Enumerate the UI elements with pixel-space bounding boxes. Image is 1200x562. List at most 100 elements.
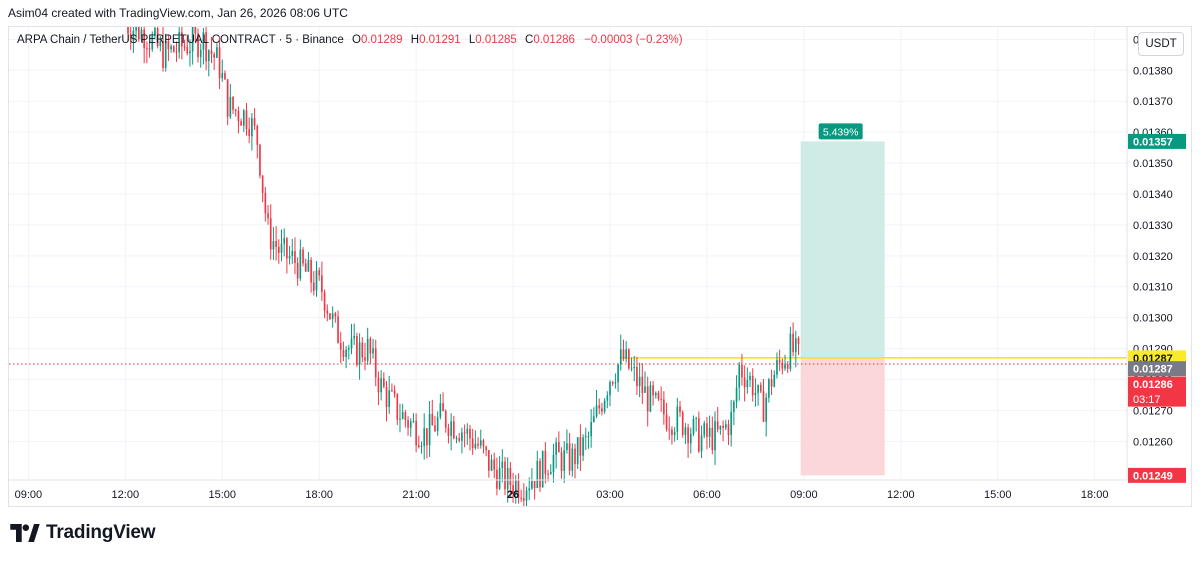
price-tag[interactable] bbox=[1128, 361, 1186, 377]
candle-body bbox=[730, 411, 733, 436]
price-tag[interactable] bbox=[1128, 467, 1186, 483]
candle-body bbox=[374, 348, 377, 378]
candle-body bbox=[663, 399, 665, 415]
price-tick-label: 0.01260 bbox=[1133, 436, 1173, 448]
candle-body bbox=[466, 428, 469, 434]
candle-body bbox=[692, 418, 695, 434]
candle-body bbox=[272, 241, 275, 250]
candle-body bbox=[259, 144, 261, 176]
candle-body bbox=[644, 386, 646, 393]
close-value: 0.01286 bbox=[533, 34, 575, 46]
time-tick-label: 12:00 bbox=[112, 489, 140, 501]
candle-body bbox=[506, 467, 509, 490]
price-tick-label: 0.01310 bbox=[1133, 282, 1173, 294]
price-tag-label: 0.01357 bbox=[1133, 136, 1173, 148]
candle-body bbox=[576, 437, 579, 465]
candle-body bbox=[132, 30, 135, 41]
candle-body bbox=[706, 423, 708, 437]
candle-body bbox=[210, 50, 213, 55]
currency-button[interactable]: USDT bbox=[1138, 32, 1184, 56]
candle-body bbox=[698, 418, 700, 452]
candle-body bbox=[191, 27, 194, 52]
candle-body bbox=[773, 374, 776, 387]
candle-body bbox=[385, 386, 388, 407]
chart-frame[interactable]: ARPA Chain / TetherUS PERPETUAL CONTRACT… bbox=[8, 26, 1192, 507]
candle-body bbox=[741, 364, 743, 378]
candle-body bbox=[369, 338, 372, 354]
candle-body bbox=[388, 390, 391, 407]
candle-body bbox=[671, 429, 673, 435]
candle-body bbox=[256, 125, 259, 145]
time-tick-label: 09:00 bbox=[790, 489, 818, 501]
candle-body bbox=[509, 467, 512, 486]
candle-body bbox=[539, 460, 541, 488]
candle-body bbox=[181, 32, 183, 47]
price-tick-label: 0.01270 bbox=[1133, 405, 1173, 417]
price-chart[interactable]: 5.439%0.013900.013800.013700.013600.0135… bbox=[9, 27, 1192, 507]
open-key: O bbox=[352, 34, 361, 46]
candle-body bbox=[566, 443, 568, 450]
candle-body bbox=[590, 422, 592, 437]
tradingview-logo-icon bbox=[10, 524, 40, 542]
candle-body bbox=[673, 432, 676, 435]
candle-body bbox=[205, 32, 207, 62]
candle-body bbox=[461, 432, 463, 441]
candle-body bbox=[197, 33, 199, 58]
candle-body bbox=[496, 469, 498, 489]
candle-body bbox=[501, 461, 504, 469]
candle-body bbox=[727, 424, 730, 436]
time-tick-label: 06:00 bbox=[693, 489, 721, 501]
candle-body bbox=[533, 481, 536, 489]
candle-body bbox=[315, 270, 318, 291]
candle-body bbox=[412, 420, 415, 422]
candle-body bbox=[523, 498, 525, 501]
stop-loss-zone[interactable] bbox=[800, 357, 885, 476]
candle-body bbox=[601, 408, 603, 412]
brand-name: TradingView bbox=[46, 522, 156, 543]
symbol-name[interactable]: ARPA Chain / TetherUS PERPETUAL CONTRACT… bbox=[17, 34, 344, 46]
time-tick-label: 18:00 bbox=[1081, 489, 1109, 501]
candle-body bbox=[625, 349, 627, 359]
price-tag[interactable] bbox=[1128, 133, 1186, 149]
candle-body bbox=[568, 443, 571, 471]
candle-body bbox=[194, 27, 197, 34]
price-tick-label: 0.01330 bbox=[1133, 220, 1173, 232]
take-profit-zone[interactable] bbox=[800, 141, 885, 358]
price-tag[interactable] bbox=[1128, 376, 1186, 407]
candle-body bbox=[207, 50, 210, 62]
candle-body bbox=[560, 452, 563, 471]
bar-countdown-label: 03:17 bbox=[1133, 394, 1161, 406]
candle-body bbox=[641, 376, 644, 393]
candle-body bbox=[582, 437, 584, 456]
candle-body bbox=[353, 335, 356, 339]
candle-body bbox=[232, 96, 234, 110]
price-tick-label: 0.01300 bbox=[1133, 313, 1173, 325]
candle-body bbox=[426, 428, 428, 446]
candle-body bbox=[493, 459, 496, 470]
candle-body bbox=[242, 110, 245, 126]
candle-body bbox=[275, 241, 277, 247]
candle-body bbox=[216, 47, 218, 58]
candle-body bbox=[606, 395, 609, 401]
candle-body bbox=[269, 218, 272, 250]
candle-body bbox=[442, 403, 444, 412]
candle-body bbox=[202, 32, 205, 50]
candle-body bbox=[253, 118, 256, 126]
candle-body bbox=[571, 448, 574, 471]
close-key: C bbox=[525, 34, 534, 46]
candle-body bbox=[711, 427, 714, 451]
candle-body bbox=[722, 425, 724, 428]
candle-body bbox=[264, 192, 267, 214]
candle-body bbox=[716, 421, 719, 430]
candle-body bbox=[175, 51, 178, 53]
candle-body bbox=[135, 27, 137, 31]
candle-body bbox=[598, 405, 601, 409]
candle-body bbox=[221, 73, 224, 79]
candle-body bbox=[679, 406, 681, 413]
price-tick-label: 0.01370 bbox=[1133, 96, 1173, 108]
low-value: 0.01285 bbox=[475, 34, 517, 46]
candle-body bbox=[703, 423, 706, 436]
candle-body bbox=[218, 47, 221, 79]
candle-body bbox=[479, 440, 482, 446]
tradingview-brand[interactable]: TradingView bbox=[10, 522, 156, 544]
